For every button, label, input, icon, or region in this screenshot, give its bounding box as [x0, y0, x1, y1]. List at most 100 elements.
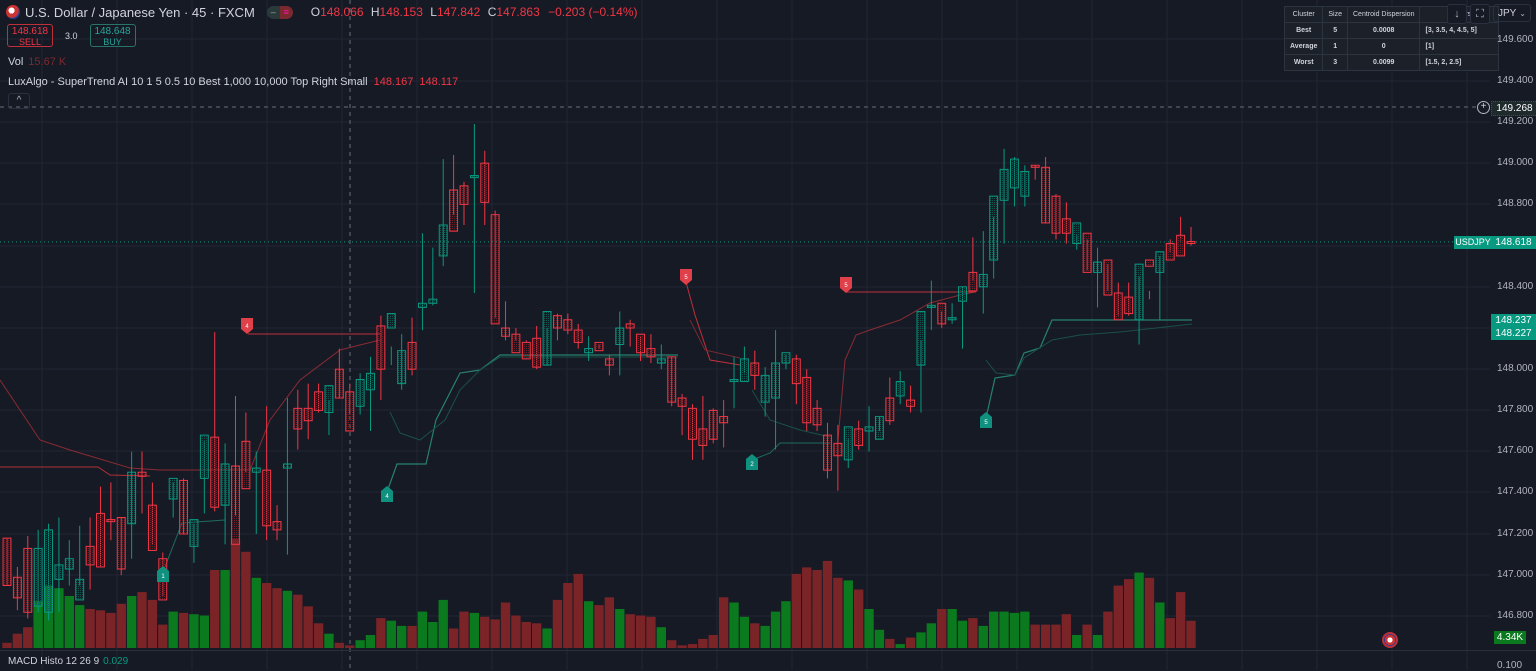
volume-bar — [199, 615, 210, 648]
candle-body — [54, 564, 64, 580]
trade-panel: 148.618 SELL 3.0 148.648 BUY — [7, 24, 136, 47]
volume-bar — [802, 567, 812, 648]
volume-bar — [812, 570, 822, 648]
collapse-legend-button[interactable]: ^ — [8, 93, 30, 109]
volume-bar — [895, 644, 905, 648]
candle-body — [75, 578, 85, 601]
download-button[interactable]: ↓ — [1447, 4, 1467, 24]
volume-bar — [864, 609, 874, 648]
candle-body — [1124, 296, 1134, 315]
volume-bar — [1186, 620, 1196, 648]
close-value: 147.863 — [496, 5, 540, 19]
volume-bar — [718, 597, 729, 648]
header-cluster: Cluster — [1283, 6, 1324, 23]
candle-body — [906, 399, 916, 407]
bearish-signal-label[interactable]: 4 — [241, 318, 253, 334]
candle-body — [563, 319, 573, 331]
volume-bar — [303, 606, 313, 648]
candle-body — [1165, 243, 1175, 261]
volume-bar — [189, 614, 199, 648]
candle-body — [189, 519, 199, 547]
volume-bar — [521, 622, 531, 648]
fullscreen-button[interactable]: ⛶ — [1470, 4, 1490, 24]
volume-bar — [687, 644, 698, 648]
candle-body — [168, 477, 178, 500]
candle-body — [573, 329, 583, 343]
bullish-signal-label[interactable]: 4 — [381, 486, 393, 502]
volume-bar — [376, 618, 386, 648]
axis-label: 148.000 — [1497, 363, 1534, 374]
volume-bar — [739, 616, 750, 648]
candle-body — [688, 407, 697, 440]
volume-bar — [615, 609, 625, 648]
bullish-signal-label[interactable]: 1 — [157, 566, 169, 582]
volume-bar — [646, 616, 656, 648]
volume-bar — [407, 625, 417, 648]
volume-bar — [750, 623, 760, 648]
volume-bar — [1103, 611, 1113, 648]
cell: 1 — [1322, 38, 1348, 55]
candle-body — [1103, 259, 1113, 296]
add-alert-plus-icon[interactable]: + — [1477, 101, 1490, 114]
candle-body — [760, 374, 770, 403]
volume-bar — [968, 618, 978, 648]
volume-bar — [1124, 579, 1134, 648]
economic-event-flag-icon[interactable] — [1382, 632, 1398, 648]
candle-body — [1176, 234, 1186, 257]
volume-bar — [386, 620, 396, 648]
volume-bar — [760, 625, 770, 648]
candle-body — [521, 341, 531, 360]
volume-bar — [272, 588, 282, 648]
candle-body — [532, 337, 542, 368]
high-value: 148.153 — [379, 5, 423, 19]
candle-body — [366, 372, 375, 391]
candle-body — [428, 298, 438, 304]
buy-label: BUY — [103, 37, 122, 47]
volume-bar — [1072, 635, 1082, 648]
volume-bar — [1165, 618, 1175, 648]
symbol-price-tag: USDJPY — [1454, 236, 1492, 249]
macd-legend[interactable]: MACD Histo 12 26 9 0.029 — [8, 656, 128, 667]
market-status-chip[interactable]: – ≡ — [266, 5, 293, 19]
bullish-signal-label[interactable]: 2 — [746, 454, 758, 470]
candle-body — [625, 323, 635, 329]
volume-bar — [417, 611, 428, 648]
candle-body — [1145, 259, 1154, 267]
currency-select[interactable]: JPY ⌄ — [1493, 4, 1531, 22]
axis-label: 147.000 — [1497, 569, 1534, 580]
volume-bar — [532, 623, 542, 648]
bearish-signal-label[interactable]: 5 — [840, 277, 852, 293]
supertrend-trail — [751, 389, 831, 438]
candle-body — [386, 313, 396, 329]
volume-bar — [147, 599, 158, 648]
candle-body — [1020, 170, 1030, 197]
bullish-signal-label[interactable]: 5 — [980, 412, 992, 428]
volume-bar — [770, 611, 781, 648]
volume-bar — [1020, 611, 1030, 648]
candle-body — [1061, 218, 1071, 234]
candle-body — [490, 214, 500, 325]
sell-button[interactable]: 148.618 SELL — [7, 24, 53, 47]
symbol-title[interactable]: U.S. Dollar / Japanese Yen · 45 · FXCM — [25, 4, 255, 20]
volume-bar — [1092, 635, 1103, 648]
menu-icon: ≡ — [279, 5, 293, 19]
volume-bar — [791, 573, 802, 648]
indicator-legend[interactable]: LuxAlgo - SuperTrend AI 10 1 5 0.5 10 Be… — [8, 76, 458, 88]
pane-separator[interactable] — [0, 650, 1536, 651]
candle-body — [1009, 158, 1019, 189]
candle-body — [282, 463, 292, 469]
buy-button[interactable]: 148.648 BUY — [89, 24, 136, 47]
volume-bar — [874, 629, 885, 648]
candle-body — [251, 467, 261, 473]
table-row: Average 1 0 [1] — [1283, 38, 1500, 55]
bearish-signal-label[interactable]: 5 — [680, 269, 692, 285]
axis-label: 147.200 — [1497, 528, 1534, 539]
candle-body — [303, 407, 313, 422]
volume-bar — [1113, 585, 1123, 648]
volume-bar — [126, 596, 137, 648]
volume-bar — [293, 594, 303, 648]
volume-legend[interactable]: Vol 15.67 K — [8, 56, 66, 68]
candle-body — [656, 358, 666, 364]
candle-body — [958, 286, 967, 302]
